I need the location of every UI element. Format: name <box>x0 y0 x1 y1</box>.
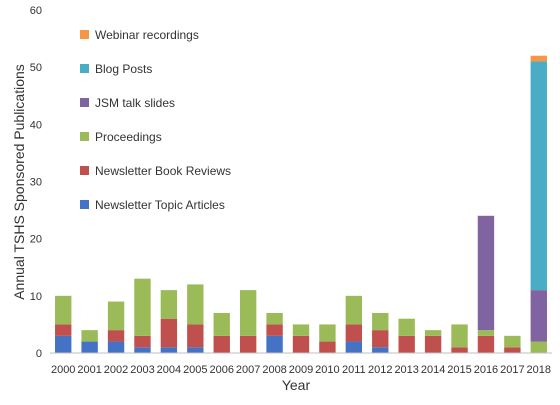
x-tick-label: 2010 <box>315 364 339 376</box>
legend-label-newsletter-topic-articles: Newsletter Topic Articles <box>95 198 225 212</box>
bar-segment-newsletter-topic-articles-2008 <box>266 335 283 353</box>
y-tick-label: 60 <box>30 5 42 17</box>
legend-label-webinar-recordings: Webinar recordings <box>95 28 199 42</box>
legend-label-newsletter-book-reviews: Newsletter Book Reviews <box>95 164 231 178</box>
bar-segment-newsletter-topic-articles-2001 <box>81 341 98 353</box>
x-tick-label: 2008 <box>262 364 286 376</box>
bar-segment-newsletter-topic-articles-2012 <box>372 347 389 353</box>
bar-segment-newsletter-book-reviews-2004 <box>160 318 178 348</box>
bar-segment-newsletter-book-reviews-2012 <box>372 330 389 348</box>
bar-segment-newsletter-book-reviews-2011 <box>345 324 363 342</box>
bar-segment-proceedings-2009 <box>292 324 310 336</box>
bar-segment-proceedings-2002 <box>107 301 125 331</box>
bar-segment-newsletter-book-reviews-2017 <box>504 347 521 353</box>
bar-segment-newsletter-book-reviews-2003 <box>134 335 151 348</box>
bar-segment-newsletter-topic-articles-2011 <box>345 341 363 353</box>
bar-segment-newsletter-book-reviews-2009 <box>292 335 310 353</box>
legend-swatch-jsm-talk-slides <box>80 98 89 107</box>
bar-segment-webinar-recordings-2018 <box>530 55 547 62</box>
x-axis-title: Year <box>282 377 311 393</box>
bar-segment-newsletter-book-reviews-2007 <box>239 335 257 353</box>
legend-label-proceedings: Proceedings <box>95 130 162 144</box>
bar-segment-proceedings-2017 <box>504 335 521 348</box>
y-tick-label: 10 <box>30 291 42 303</box>
bar-segment-newsletter-book-reviews-2013 <box>398 335 415 353</box>
bar-segment-newsletter-book-reviews-2016 <box>477 335 495 353</box>
bar-segment-proceedings-2015 <box>451 324 468 348</box>
bar-segment-newsletter-book-reviews-2015 <box>451 347 468 353</box>
bars <box>55 55 547 353</box>
x-tick-label: 2017 <box>500 364 524 376</box>
legend-label-jsm-talk-slides: JSM talk slides <box>95 96 175 110</box>
legend-swatch-webinar-recordings <box>80 30 89 39</box>
bar-segment-newsletter-book-reviews-2006 <box>213 335 230 353</box>
x-tick-label: 2005 <box>183 364 207 376</box>
bar-segment-newsletter-book-reviews-2014 <box>424 335 442 353</box>
bar-segment-proceedings-2003 <box>134 278 151 336</box>
bar-segment-newsletter-book-reviews-2005 <box>187 324 204 348</box>
bar-segment-proceedings-2011 <box>345 295 363 325</box>
bar-segment-proceedings-2000 <box>55 295 72 325</box>
x-tick-label: 2013 <box>394 364 418 376</box>
y-axis-title: Annual TSHS Sponsored Publications <box>11 64 27 300</box>
y-tick-label: 40 <box>30 119 42 131</box>
bar-segment-proceedings-2013 <box>398 318 415 336</box>
bar-segment-blog-posts-2018 <box>530 61 547 291</box>
x-tick-label: 2018 <box>527 364 551 376</box>
legend-swatch-proceedings <box>80 132 89 141</box>
x-tick-label: 2001 <box>77 364 101 376</box>
y-tick-label: 0 <box>36 348 42 360</box>
bar-segment-proceedings-2005 <box>187 284 204 325</box>
bar-segment-newsletter-topic-articles-2002 <box>107 341 125 353</box>
x-tick-label: 2003 <box>130 364 154 376</box>
x-tick-label: 2002 <box>104 364 128 376</box>
bar-segment-newsletter-book-reviews-2002 <box>107 330 125 342</box>
x-tick-label: 2011 <box>342 364 366 376</box>
bar-segment-proceedings-2018 <box>530 341 547 353</box>
bar-segment-proceedings-2001 <box>81 330 98 342</box>
bar-segment-proceedings-2008 <box>266 312 283 325</box>
bar-segment-proceedings-2014 <box>424 330 442 336</box>
x-tick-label: 2004 <box>157 364 181 376</box>
bar-segment-newsletter-book-reviews-2010 <box>319 341 336 353</box>
bar-segment-proceedings-2006 <box>213 312 230 336</box>
bar-segment-jsm-talk-slides-2018 <box>530 290 547 342</box>
bar-segment-proceedings-2007 <box>239 290 257 336</box>
x-tick-label: 2014 <box>421 364 445 376</box>
legend-swatch-newsletter-topic-articles <box>80 200 89 209</box>
legend-swatch-newsletter-book-reviews <box>80 166 89 175</box>
y-tick-label: 20 <box>30 234 42 246</box>
x-tick-label: 2006 <box>209 364 233 376</box>
bar-segment-newsletter-topic-articles-2000 <box>55 335 72 353</box>
x-tick-label: 2000 <box>51 364 75 376</box>
bar-segment-proceedings-2016 <box>477 330 495 336</box>
y-axis-title-group: Annual TSHS Sponsored Publications <box>11 64 27 300</box>
x-tick-label: 2015 <box>447 364 471 376</box>
x-tick-label: 2012 <box>368 364 392 376</box>
x-tick-label: 2016 <box>474 364 498 376</box>
legend: Webinar recordings Blog Posts JSM talk sli… <box>80 28 231 212</box>
y-axis-ticks: 0 10 20 30 40 50 60 <box>30 5 42 360</box>
bar-segment-newsletter-book-reviews-2000 <box>55 324 72 336</box>
bar-segment-newsletter-topic-articles-2004 <box>160 347 178 353</box>
legend-label-blog-posts: Blog Posts <box>95 62 152 76</box>
bar-segment-proceedings-2010 <box>319 324 336 342</box>
x-axis-ticks: 2000 2001 2002 2003 2004 2005 2006 2007 2008 2009… <box>51 364 551 376</box>
y-tick-label: 50 <box>30 62 42 74</box>
x-tick-label: 2009 <box>289 364 313 376</box>
bar-segment-newsletter-topic-articles-2003 <box>134 347 151 353</box>
legend-swatch-blog-posts <box>80 64 89 73</box>
bar-segment-jsm-talk-slides-2016 <box>477 215 495 331</box>
bar-segment-newsletter-book-reviews-2008 <box>266 324 283 336</box>
bar-segment-newsletter-topic-articles-2005 <box>187 347 204 353</box>
bar-segment-proceedings-2004 <box>160 290 178 319</box>
y-tick-label: 30 <box>30 177 42 189</box>
x-tick-label: 2007 <box>236 364 260 376</box>
bar-segment-proceedings-2012 <box>372 312 389 331</box>
